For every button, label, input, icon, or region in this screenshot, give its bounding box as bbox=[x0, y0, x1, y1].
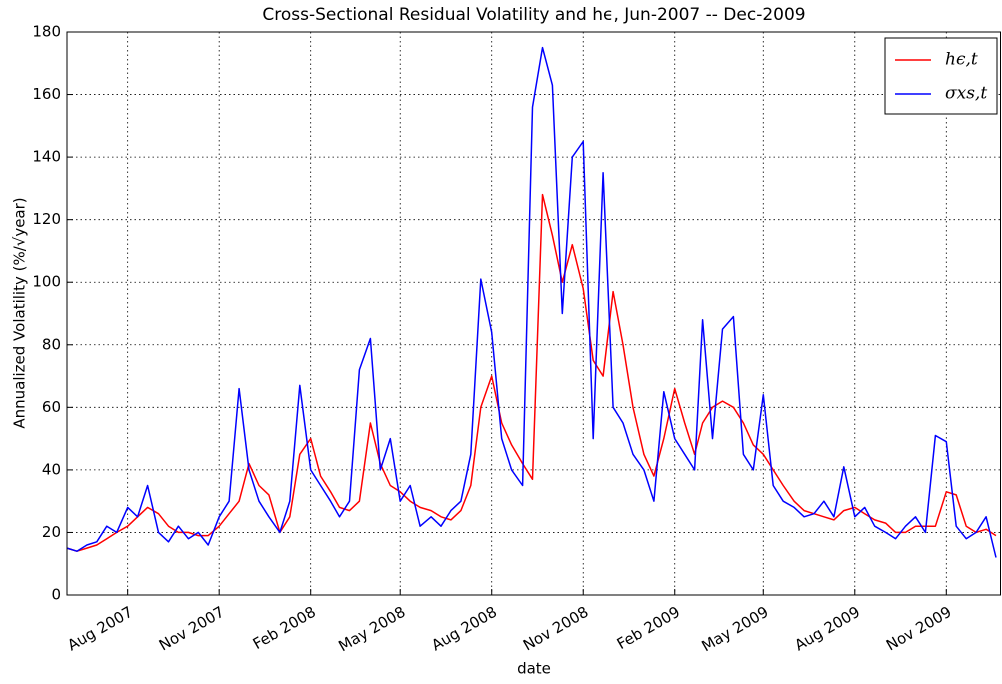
y-tick-label: 140 bbox=[32, 148, 61, 166]
y-tick-label: 20 bbox=[42, 523, 61, 541]
y-tick-label: 60 bbox=[42, 398, 61, 416]
x-tick-label: Feb 2009 bbox=[614, 603, 683, 653]
x-tick-label: May 2008 bbox=[335, 603, 408, 656]
x-tick-label: Aug 2008 bbox=[428, 603, 500, 655]
x-tick-label: Nov 2007 bbox=[156, 603, 228, 655]
x-tick-label: Nov 2009 bbox=[883, 603, 955, 655]
y-tick-label: 100 bbox=[32, 273, 61, 291]
plot-frame bbox=[66, 31, 1001, 596]
chart-title: Cross-Sectional Residual Volatility and … bbox=[262, 5, 805, 25]
legend-box bbox=[884, 37, 998, 115]
y-tick-label: 80 bbox=[42, 335, 61, 353]
legend-label: σxs,t bbox=[945, 84, 987, 104]
y-tick-label: 40 bbox=[42, 460, 61, 478]
x-tick-label: May 2009 bbox=[698, 603, 771, 656]
y-tick-label: 160 bbox=[32, 85, 61, 103]
x-tick-label: Feb 2008 bbox=[250, 603, 319, 653]
y-tick-label: 0 bbox=[51, 586, 61, 604]
y-tick-label: 120 bbox=[32, 210, 61, 228]
x-tick-label: Aug 2009 bbox=[791, 603, 863, 655]
series-line bbox=[66, 46, 997, 558]
series-line bbox=[66, 193, 997, 552]
x-tick-label: Nov 2008 bbox=[520, 603, 592, 655]
x-tick-label: Aug 2007 bbox=[64, 603, 136, 655]
y-axis-label: Annualized Volatility (%/√year) bbox=[11, 197, 29, 428]
x-axis-label: date bbox=[517, 660, 551, 678]
legend-label: hϵ,t bbox=[945, 50, 978, 70]
y-tick-label: 180 bbox=[32, 23, 61, 41]
